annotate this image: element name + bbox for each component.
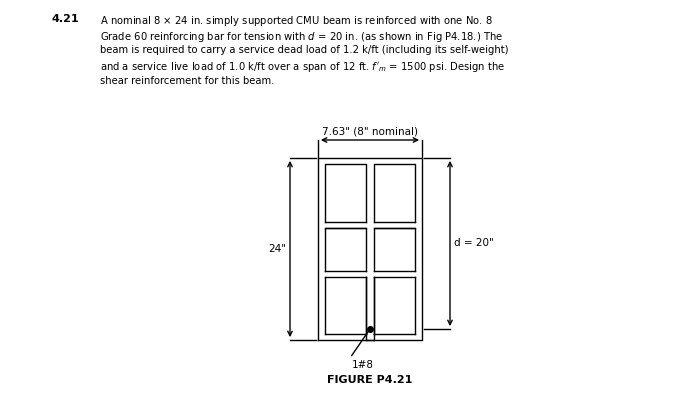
Text: 7.63" (8" nominal): 7.63" (8" nominal) (322, 126, 418, 136)
Text: and a service live load of 1.0 k/ft over a span of 12 ft. $f'_m$ = 1500 psi. Des: and a service live load of 1.0 k/ft over… (100, 61, 505, 74)
Text: shear reinforcement for this beam.: shear reinforcement for this beam. (100, 76, 275, 86)
Text: 1#8: 1#8 (352, 360, 374, 370)
Text: 24": 24" (268, 244, 286, 254)
Text: 4.21: 4.21 (52, 14, 79, 24)
Text: d = 20": d = 20" (454, 238, 493, 248)
Text: FIGURE P4.21: FIGURE P4.21 (328, 375, 413, 385)
Text: A nominal 8 $\times$ 24 in. simply supported CMU beam is reinforced with one No.: A nominal 8 $\times$ 24 in. simply suppo… (100, 14, 493, 28)
Text: beam is required to carry a service dead load of 1.2 k/ft (including its self-we: beam is required to carry a service dead… (100, 45, 509, 55)
Text: Grade 60 reinforcing bar for tension with $d$ = 20 in. (as shown in Fig P4.18.) : Grade 60 reinforcing bar for tension wit… (100, 29, 503, 44)
